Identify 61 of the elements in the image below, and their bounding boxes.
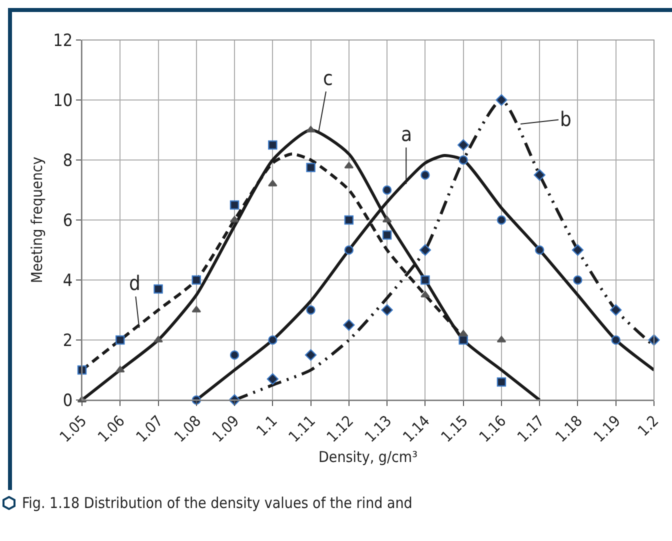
point: [192, 275, 201, 285]
point: [268, 140, 278, 150]
annotation: d: [129, 271, 140, 295]
point: [420, 290, 430, 298]
point: [305, 349, 317, 361]
point: [535, 245, 544, 255]
x-tick-label: 1.2: [634, 412, 662, 440]
point: [534, 169, 546, 181]
point: [230, 350, 240, 360]
point: [306, 126, 316, 132]
point: [306, 305, 316, 315]
point: [381, 304, 393, 316]
y-tick-label: 10: [53, 90, 73, 111]
x-tick-label: 1.11: [284, 412, 319, 446]
y-tick-label: 6: [62, 210, 73, 231]
y-tick-label: 12: [53, 30, 73, 51]
point: [192, 306, 202, 312]
point: [458, 139, 470, 151]
point: [573, 275, 582, 285]
caption: Fig. 1.18 Distribution of the density values of the rind and: [22, 494, 412, 512]
annotation: a: [401, 122, 412, 146]
point: [154, 284, 163, 294]
point: [306, 162, 316, 172]
point: [382, 185, 392, 195]
point: [268, 180, 278, 186]
point: [344, 162, 354, 168]
y-axis-title: Meeting frequency: [28, 156, 46, 284]
point: [268, 335, 278, 345]
point: [344, 245, 354, 255]
point: [382, 230, 392, 240]
point: [344, 215, 354, 225]
point: [572, 244, 584, 256]
point: [648, 334, 660, 346]
y-tick-label: 0: [62, 390, 73, 411]
point: [496, 336, 506, 342]
point: [116, 335, 125, 345]
point: [458, 330, 468, 336]
point: [230, 216, 240, 222]
annotation: c: [323, 66, 333, 90]
point: [458, 155, 468, 165]
point: [230, 200, 240, 210]
point: [419, 244, 431, 256]
point: [611, 335, 620, 345]
point: [382, 216, 392, 222]
point: [458, 335, 468, 345]
point: [496, 215, 506, 225]
annotation: b: [560, 107, 572, 131]
point: [266, 373, 278, 385]
point: [343, 319, 355, 331]
point: [496, 94, 508, 106]
point: [115, 366, 125, 372]
y-tick-label: 4: [62, 270, 73, 291]
point: [154, 336, 163, 342]
point: [420, 170, 430, 180]
y-tick-label: 8: [62, 150, 73, 171]
x-tick-label: 1.1: [252, 412, 281, 440]
point: [496, 377, 506, 387]
x-axis-title: Density, g/cm³: [318, 448, 418, 466]
point: [610, 304, 622, 316]
y-tick-label: 2: [62, 330, 73, 351]
point: [420, 275, 430, 285]
